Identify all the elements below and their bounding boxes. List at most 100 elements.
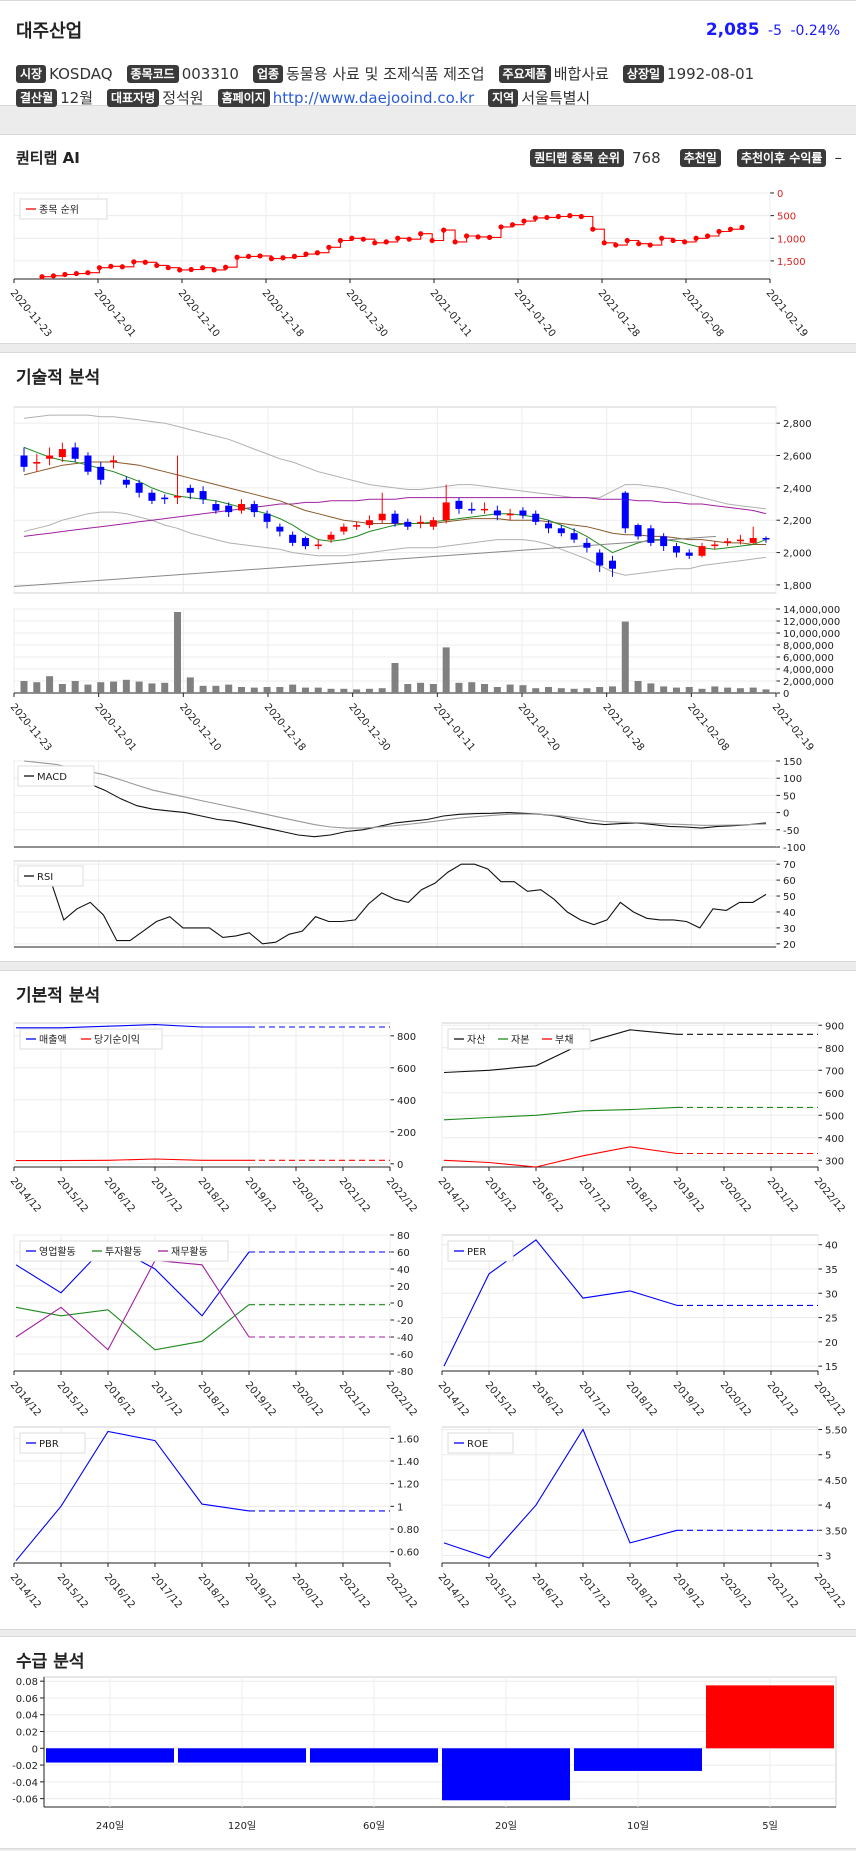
y-tick-label: 30 [783, 924, 796, 935]
y-tick-label: 0 [783, 809, 789, 820]
info-value: 동물용 사료 및 조제식품 제조업 [286, 65, 485, 83]
candle-body [736, 539, 744, 542]
info-tag: 주요제품 [498, 64, 551, 83]
x-tick-label: 2019/12 [671, 1380, 706, 1419]
y-tick-label: 0 [397, 1299, 403, 1310]
y-tick-label: 4.50 [825, 1476, 847, 1487]
y-tick-label: 80 [397, 1231, 410, 1242]
volume-bar [724, 687, 732, 693]
rank-point [739, 224, 745, 230]
info-value: 서울특별시 [521, 89, 591, 107]
y-tick-label: 2,600 [783, 452, 812, 463]
y-tick-label: 4,000,000 [783, 665, 834, 676]
candle-body [442, 502, 450, 521]
x-tick-label: 2021-01-20 [512, 288, 558, 340]
volume-bar [570, 688, 578, 693]
x-tick-label: 2019/12 [671, 1572, 706, 1611]
x-tick-label: 2020/12 [290, 1176, 325, 1215]
candle-body [161, 497, 169, 500]
candle-body [685, 552, 693, 556]
rank-point [211, 267, 217, 273]
volume-bar [698, 688, 706, 693]
rank-value: 768 [631, 148, 661, 167]
y-tick-label: 8,000,000 [783, 641, 834, 652]
supply-bar [574, 1748, 702, 1771]
x-tick-label: 2021/12 [337, 1380, 372, 1419]
legend-label: MACD [37, 772, 67, 783]
legend-label: 자산 [467, 1034, 485, 1046]
x-tick-label: 2015/12 [55, 1572, 90, 1611]
candle-body [749, 538, 757, 543]
y-tick-label: 0 [777, 189, 783, 200]
y-tick-label: -20 [397, 1316, 413, 1327]
legend-label: RSI [37, 872, 53, 883]
volume-bar [122, 679, 130, 693]
volume-bar [58, 684, 66, 693]
volume-bar [199, 685, 207, 693]
rank-point [349, 235, 355, 241]
fin-series-line [15, 1430, 250, 1562]
legend-label: 매출액 [39, 1034, 67, 1046]
y-tick-label: 1.20 [397, 1480, 419, 1491]
rank-point [555, 213, 561, 220]
candle-body [506, 513, 514, 516]
volume-bar [519, 685, 527, 693]
y-tick-label: 200 [397, 1128, 416, 1139]
volume-bar [442, 647, 450, 693]
candle-body [557, 528, 565, 534]
x-tick-label: 2021-01-11 [428, 288, 474, 340]
x-tick-label: 2021-02-08 [685, 702, 731, 754]
y-tick-label: 1,500 [777, 257, 806, 268]
candle-body [301, 538, 309, 547]
fin-series-line [16, 1158, 249, 1162]
homepage-link[interactable]: http://www.daejooind.co.kr [272, 88, 475, 107]
x-tick-label: 2020-12-30 [346, 702, 392, 754]
volume-bar [685, 687, 693, 693]
info-row-2: 결산월 12월 대표자명 정석원 홈페이지 http://www.daejooind.co… [16, 87, 604, 108]
info-tag: 홈페이지 [217, 88, 270, 107]
legend-label: 당기순이익 [94, 1034, 140, 1046]
y-tick-label: 0 [397, 1160, 403, 1171]
volume-bar [161, 682, 169, 693]
x-tick-label: 2018/12 [196, 1572, 231, 1611]
quantilab-card: 퀀티랩 AI 퀀티랩 종목 순위 768 추천일 추천이후 수익률 – 0 500… [0, 134, 856, 344]
volume-bar [749, 687, 757, 693]
volume-bar [84, 684, 92, 693]
volume-bar [429, 684, 437, 693]
x-tick-label: 2019/12 [243, 1572, 278, 1611]
rank-point [326, 244, 332, 250]
info-tag: 시장 [16, 64, 47, 83]
macd-series-line [23, 767, 767, 838]
supply-card: 수급 분석 -0.06 -0.04 -0.02 0 0.02 0.04 0.06 0.08 24… [0, 1636, 856, 1849]
volume-bar [353, 689, 361, 693]
y-tick-label: 500 [825, 1111, 844, 1122]
candle-body [225, 505, 233, 513]
plot-frame [43, 1676, 837, 1808]
x-tick-label: 2020/12 [718, 1176, 753, 1215]
rank-point [670, 237, 676, 244]
rsi-chart: 20 30 40 50 60 70 RSI [13, 860, 796, 951]
x-tick-label: 2020/12 [290, 1572, 325, 1611]
rank-point [498, 224, 504, 230]
fin-series-line [16, 1024, 249, 1029]
x-tick-label: 2021-02-08 [680, 288, 726, 340]
candle-body [20, 455, 28, 467]
candle-body [135, 483, 143, 493]
y-tick-label: 50 [783, 892, 796, 903]
x-tick-label: 2021-01-28 [596, 288, 642, 340]
candlestick-chart: 1,800 2,000 2,200 2,400 2,600 2,800 [13, 406, 812, 594]
rank-point [200, 265, 206, 271]
volume-bar [404, 684, 412, 693]
info-tag: 결산월 [16, 88, 58, 107]
rank-point [142, 259, 148, 265]
y-tick-label: 0.60 [397, 1548, 419, 1559]
y-tick-label: 150 [783, 757, 802, 768]
fin-series-line [15, 1259, 250, 1351]
volume-bar [762, 689, 770, 693]
x-tick-label: 2020-12-30 [344, 288, 390, 340]
x-tick-label: 2021/12 [765, 1380, 800, 1419]
y-tick-label: 5.50 [825, 1426, 847, 1437]
x-tick-label: 2021/12 [337, 1572, 372, 1611]
fin-series-line [443, 1146, 678, 1168]
legend-box [17, 865, 84, 887]
